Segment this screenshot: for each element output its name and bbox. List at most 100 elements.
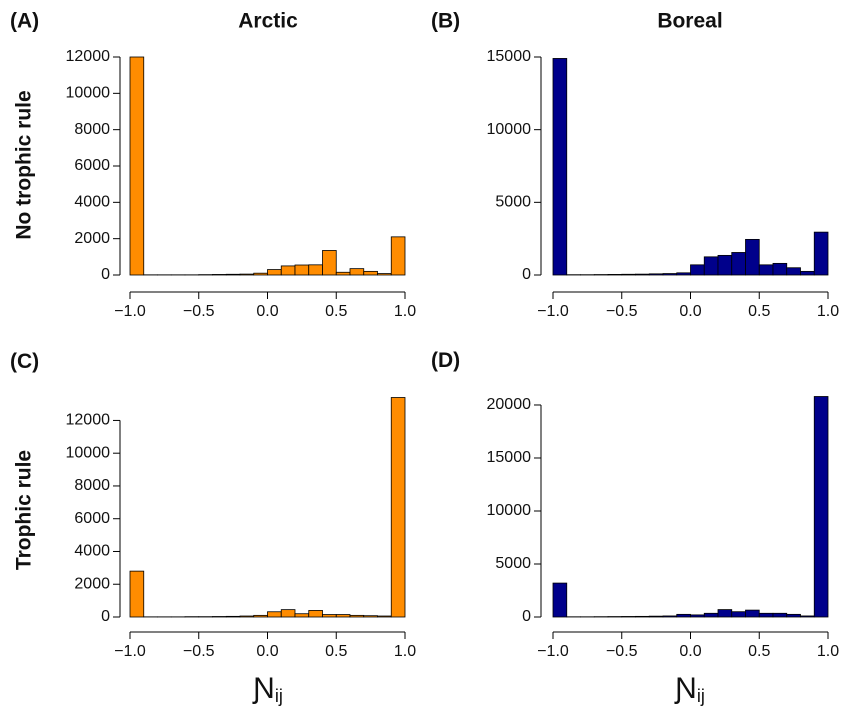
bar (662, 615, 678, 618)
x-axis-label-sub: ij (275, 686, 283, 706)
row-label: No trophic rule (13, 90, 36, 239)
bar (129, 570, 145, 618)
bar (786, 267, 801, 276)
x-tick-label: 1.0 (394, 303, 416, 320)
x-axis-label: Ɲij (674, 672, 705, 706)
y-tick-label: 0 (522, 266, 531, 283)
bar (717, 609, 733, 618)
x-axis-label-main: Ɲ (674, 672, 697, 705)
bar (662, 273, 678, 276)
bar (335, 271, 351, 276)
bar (349, 614, 365, 618)
column-title: Arctic (238, 10, 298, 33)
bar (758, 264, 774, 276)
bar (390, 397, 406, 618)
bar (703, 256, 719, 276)
column-title: Boreal (657, 10, 722, 33)
bar (676, 613, 691, 618)
y-tick-label: 0 (101, 608, 110, 625)
bar (308, 264, 323, 276)
y-tick-label: 2000 (74, 575, 110, 592)
bar (322, 250, 337, 276)
x-tick-label: −0.5 (183, 643, 215, 660)
bar (607, 274, 623, 276)
y-tick-label: 10000 (66, 85, 111, 102)
bar (322, 614, 337, 618)
y-tick-label: 5000 (495, 194, 531, 211)
x-tick-label: 0.5 (325, 303, 347, 320)
bar (294, 613, 310, 618)
bar (335, 614, 351, 618)
x-axis-label: Ɲij (252, 672, 283, 706)
x-tick-label: −0.5 (606, 303, 638, 320)
bar (239, 615, 255, 618)
y-tick-label: 10000 (487, 502, 532, 519)
x-axis-label-main: Ɲ (252, 672, 275, 705)
bar (813, 396, 829, 618)
bar (676, 272, 691, 276)
x-tick-label: 0.0 (679, 643, 701, 660)
y-tick-label: 2000 (74, 230, 110, 247)
bar (294, 264, 310, 276)
bar (772, 262, 788, 276)
bar (225, 273, 241, 276)
bar (363, 615, 378, 618)
y-tick-label: 4000 (74, 543, 110, 560)
bar (390, 236, 406, 276)
row-label: Trophic rule (13, 450, 36, 570)
bar (800, 270, 815, 276)
bar (349, 268, 365, 276)
x-tick-label: 0.5 (748, 303, 770, 320)
bar (267, 611, 282, 618)
y-tick-label: 15000 (487, 449, 532, 466)
x-tick-label: 0.5 (748, 643, 770, 660)
bar (813, 231, 829, 276)
panel-label: (A) (10, 10, 39, 33)
x-tick-label: −0.5 (183, 303, 215, 320)
x-tick-label: 0.0 (256, 303, 278, 320)
bar (731, 252, 746, 276)
bar (212, 274, 227, 276)
y-tick-label: 5000 (495, 555, 531, 572)
bar (280, 265, 296, 276)
bar (377, 615, 392, 618)
y-tick-label: 10000 (487, 121, 532, 138)
bar (253, 272, 268, 276)
x-axis-label-sub: ij (697, 686, 705, 706)
bar (239, 273, 255, 276)
bar (690, 264, 705, 276)
bar (648, 273, 664, 276)
bar (129, 56, 145, 276)
bar (800, 615, 815, 618)
y-tick-label: 15000 (487, 48, 532, 65)
x-tick-label: −1.0 (537, 303, 569, 320)
bar (745, 609, 760, 618)
panel-label: (C) (10, 350, 39, 373)
x-tick-label: 1.0 (817, 643, 839, 660)
x-tick-label: 0.5 (325, 643, 347, 660)
bar (786, 613, 801, 618)
bar (377, 273, 392, 276)
bar (280, 609, 296, 618)
bar (621, 616, 636, 618)
bar (703, 612, 719, 618)
y-tick-label: 8000 (74, 477, 110, 494)
bar (717, 254, 733, 276)
x-tick-label: 0.0 (256, 643, 278, 660)
y-tick-label: 12000 (66, 48, 111, 65)
y-tick-label: 6000 (74, 510, 110, 527)
bar (690, 614, 705, 618)
bar (635, 273, 650, 276)
bar (552, 582, 568, 618)
bar (772, 612, 788, 618)
bar (225, 615, 241, 618)
bar (267, 269, 282, 276)
x-tick-label: −0.5 (606, 643, 638, 660)
bar (758, 612, 774, 618)
bar (552, 58, 568, 276)
x-tick-label: −1.0 (114, 303, 146, 320)
y-tick-label: 0 (522, 608, 531, 625)
x-tick-label: −1.0 (114, 643, 146, 660)
